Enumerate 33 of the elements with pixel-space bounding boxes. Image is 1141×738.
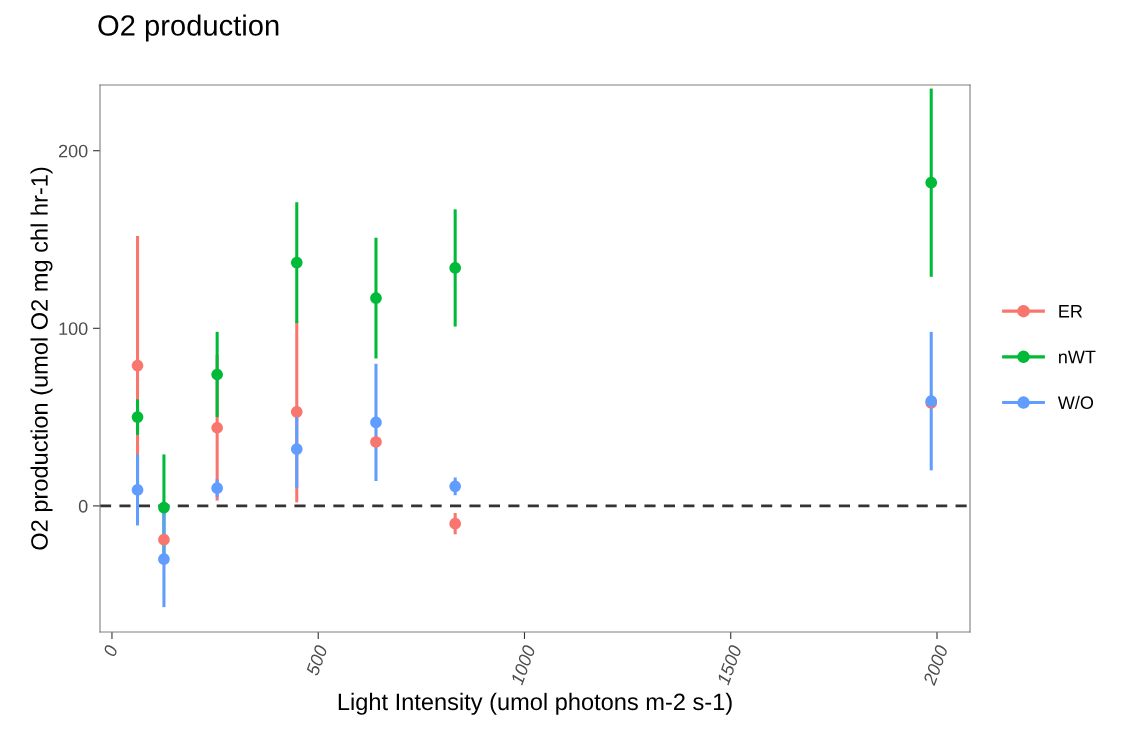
point [131,359,144,372]
point [158,553,170,565]
y-tick-label: 100 [59,322,88,336]
point [290,256,303,269]
point [290,405,303,418]
x-tick-label: 500 [305,644,328,677]
point [211,482,223,494]
x-tick-label: 1000 [510,644,536,686]
point [158,533,170,546]
point [449,480,461,493]
y-axis-title: O2 production (umol O2 mg chl hr-1) [30,167,53,550]
point [925,176,938,189]
x-axis-title: Light Intensity (umol photons m-2 s-1) [338,692,732,715]
legend-label: nWT [1059,350,1096,364]
legend-label: W/O [1057,395,1094,410]
legend-label: ER [1059,305,1083,318]
x-tick-label: 2000 [922,644,949,687]
x-tick-label: 1500 [716,644,743,686]
chart-title: O2 production [98,14,279,42]
y-tick-label: 0 [78,499,88,513]
point [449,517,461,530]
point [370,436,382,448]
point [449,262,461,274]
x-tick-label: 0 [103,644,119,658]
point [131,411,144,423]
point [158,501,170,514]
point [290,443,303,455]
point [211,368,223,381]
point [370,416,382,429]
y-tick-label: 200 [58,144,88,158]
point [211,421,223,434]
point [131,484,144,496]
point [370,292,382,304]
